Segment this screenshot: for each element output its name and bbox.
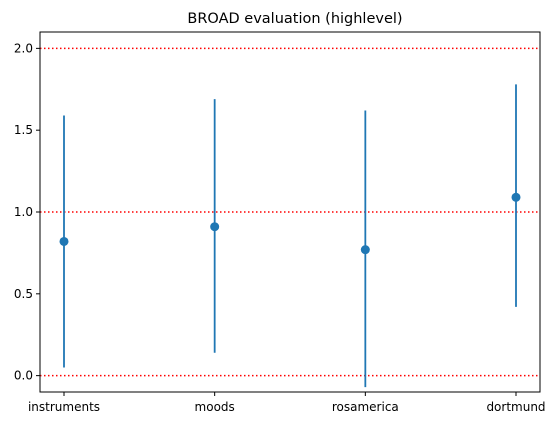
y-tick-label-1: 0.5 [14,287,33,301]
y-tick-label-0: 0.0 [14,369,33,383]
data-points [59,192,521,255]
x-tick-label-2: rosamerica [332,400,399,414]
y-tick-label-4: 2.0 [14,41,33,55]
reference-lines [40,47,540,377]
x-axis: instruments moods rosamerica dortmund [28,392,546,414]
data-point-rosamerica [360,245,370,255]
x-tick-label-1: moods [195,400,235,414]
y-tick-label-3: 1.5 [14,123,33,137]
data-point-moods [210,222,220,232]
x-tick-label-3: dortmund [486,400,545,414]
x-tick-label-0: instruments [28,400,100,414]
y-axis: 0.0 0.5 1.0 1.5 2.0 [14,41,40,383]
chart-title: BROAD evaluation (highlevel) [187,11,402,27]
data-point-instruments [59,236,69,246]
y-tick-label-2: 1.0 [14,205,33,219]
data-point-dortmund [511,192,521,202]
